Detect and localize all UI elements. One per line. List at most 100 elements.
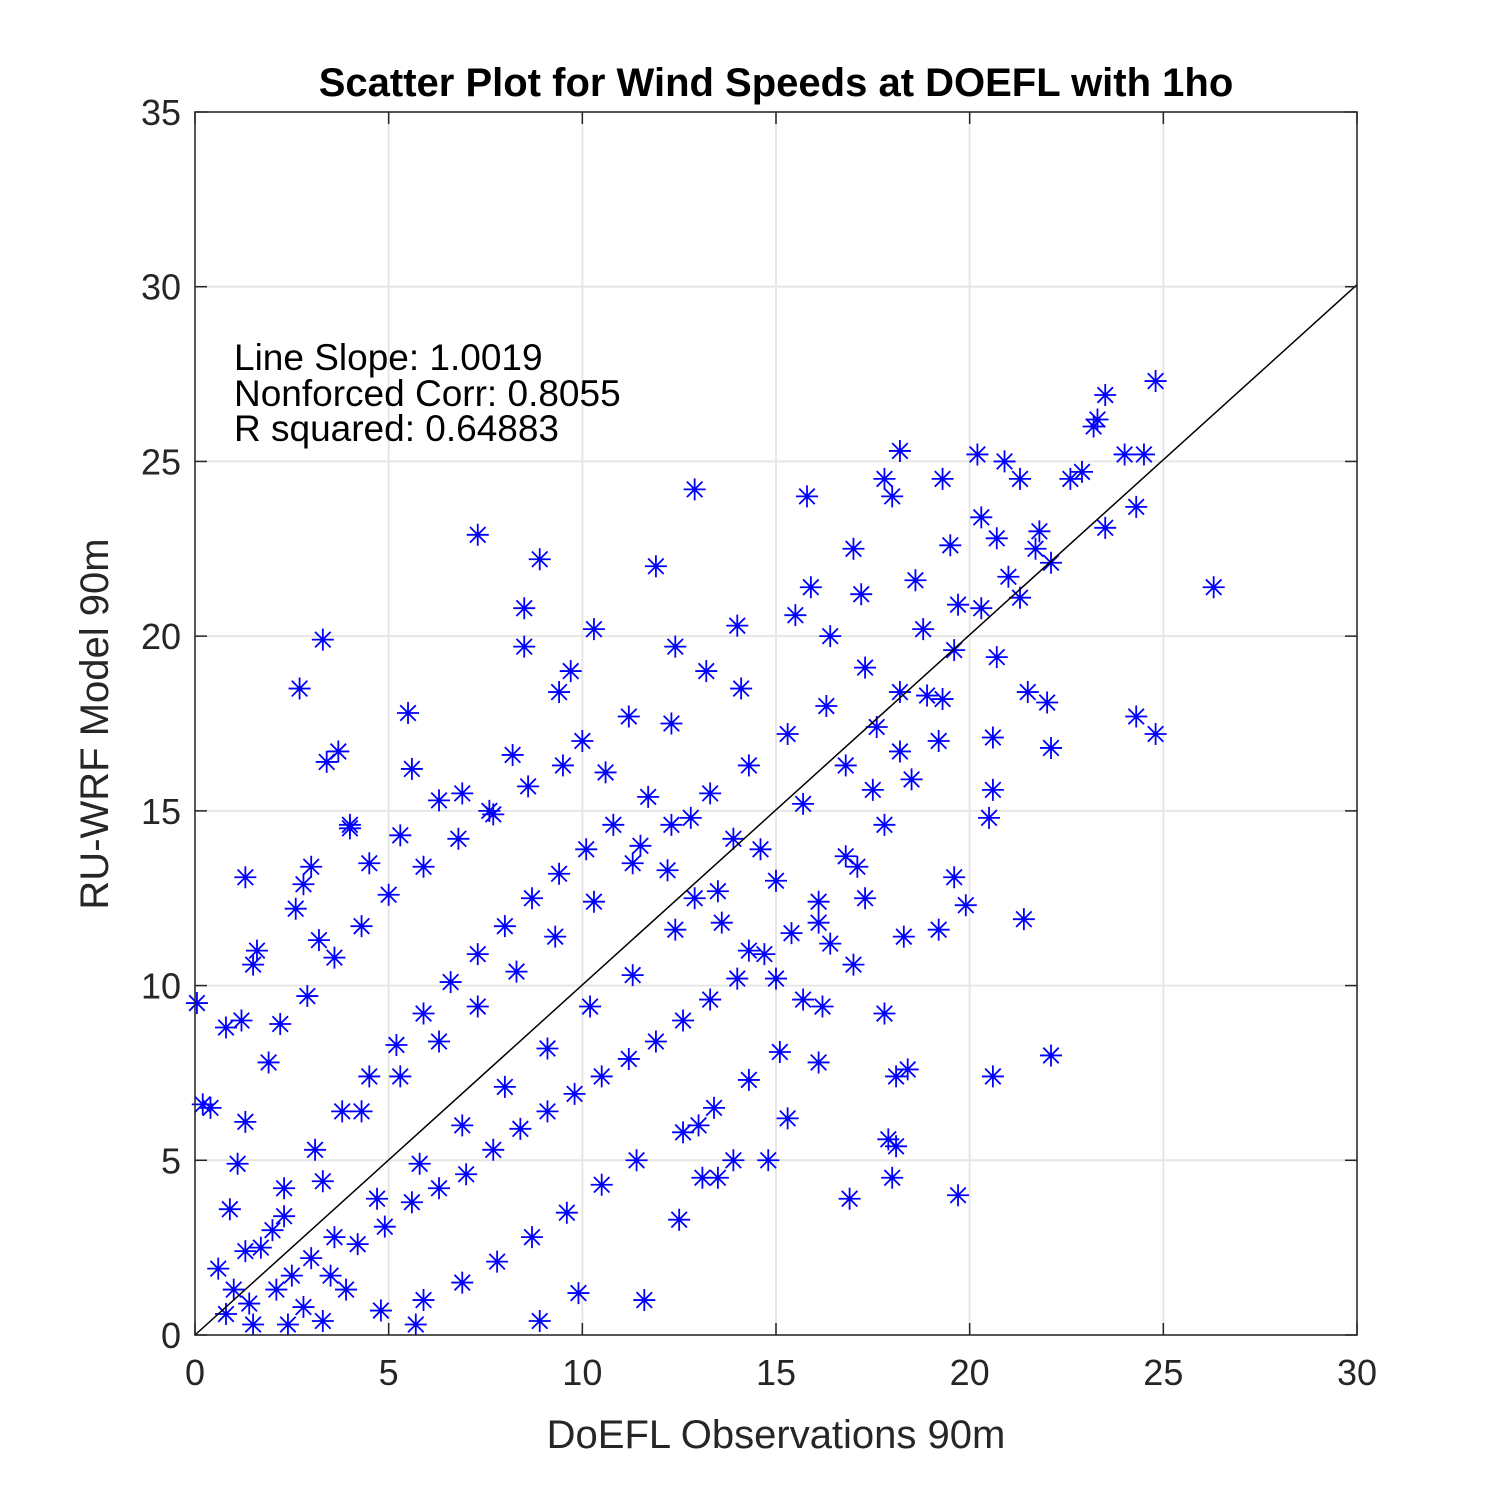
data-point xyxy=(528,1310,551,1333)
data-point xyxy=(594,761,617,784)
y-tick-label: 20 xyxy=(141,616,181,657)
data-point xyxy=(776,722,799,745)
data-point xyxy=(799,576,822,599)
data-point xyxy=(703,1096,726,1119)
data-point xyxy=(985,646,1008,669)
data-point xyxy=(513,635,536,658)
data-point xyxy=(931,467,954,490)
data-point xyxy=(753,943,776,966)
data-point xyxy=(795,485,818,508)
data-point xyxy=(873,467,896,490)
data-point xyxy=(346,1233,369,1256)
data-point xyxy=(397,702,420,725)
data-point xyxy=(1125,705,1148,728)
x-tick-label: 5 xyxy=(379,1352,399,1393)
data-point xyxy=(273,1177,296,1200)
data-point xyxy=(249,1236,272,1259)
data-point xyxy=(466,995,489,1018)
data-point xyxy=(737,939,760,962)
data-point xyxy=(300,855,323,878)
data-point xyxy=(265,1278,288,1301)
data-point xyxy=(1086,408,1109,431)
data-point xyxy=(501,743,524,766)
data-point xyxy=(292,873,315,896)
data-point xyxy=(997,565,1020,588)
data-point xyxy=(834,754,857,777)
data-point xyxy=(683,478,706,501)
data-point xyxy=(881,1166,904,1189)
data-point xyxy=(881,485,904,508)
data-point xyxy=(970,597,993,620)
data-point xyxy=(625,1149,648,1172)
data-point xyxy=(617,1047,640,1070)
data-point xyxy=(579,995,602,1018)
data-point xyxy=(637,785,660,808)
data-point xyxy=(1040,736,1063,759)
x-tick-label: 15 xyxy=(756,1352,796,1393)
data-point xyxy=(660,712,683,735)
y-tick-label: 10 xyxy=(141,966,181,1007)
data-point xyxy=(815,695,838,718)
data-point xyxy=(993,450,1016,473)
data-point xyxy=(1070,460,1093,483)
data-point xyxy=(885,1065,908,1088)
data-point xyxy=(257,1051,280,1074)
regression-line xyxy=(194,284,1358,1336)
scatter-points xyxy=(185,370,1225,1336)
data-point xyxy=(1144,722,1167,745)
annotation-rsquared: R squared: 0.64883 xyxy=(234,408,559,449)
data-point xyxy=(466,943,489,966)
data-point xyxy=(555,1201,578,1224)
data-point xyxy=(904,569,927,592)
data-point xyxy=(451,1114,474,1137)
data-point xyxy=(722,827,745,850)
data-point xyxy=(888,681,911,704)
data-point xyxy=(981,1065,1004,1088)
x-tick-label: 30 xyxy=(1337,1352,1377,1393)
data-point xyxy=(780,922,803,945)
data-point xyxy=(749,838,772,861)
data-point xyxy=(404,1313,427,1336)
data-point xyxy=(1132,443,1155,466)
data-point xyxy=(528,548,551,571)
data-point xyxy=(319,1264,342,1287)
data-point xyxy=(590,1173,613,1196)
y-tick-label: 30 xyxy=(141,267,181,308)
data-point xyxy=(486,1250,509,1273)
data-point xyxy=(327,740,350,763)
data-point xyxy=(1125,495,1148,518)
data-point xyxy=(1036,691,1059,714)
data-point xyxy=(280,1264,303,1287)
data-point xyxy=(447,827,470,850)
data-point xyxy=(765,967,787,990)
data-point xyxy=(834,845,857,868)
data-point xyxy=(807,1051,830,1074)
data-point xyxy=(412,1002,435,1025)
data-point xyxy=(737,754,760,777)
data-point xyxy=(582,618,605,641)
data-point xyxy=(509,1117,532,1140)
data-point xyxy=(428,1177,451,1200)
data-point xyxy=(757,1149,780,1172)
data-point xyxy=(234,866,257,889)
data-point xyxy=(214,1303,237,1326)
data-point xyxy=(730,677,753,700)
annotation-corr: Nonforced Corr: 0.8055 xyxy=(234,373,621,414)
data-point xyxy=(621,964,644,987)
chart-title: Scatter Plot for Wind Speeds at DOEFL wi… xyxy=(319,61,1234,105)
data-point xyxy=(877,1128,900,1151)
data-point xyxy=(699,782,722,805)
data-point xyxy=(1094,516,1117,539)
data-point xyxy=(358,852,381,875)
data-point xyxy=(970,506,993,529)
data-point xyxy=(226,1152,249,1175)
data-point xyxy=(842,953,865,976)
x-tick-label: 25 xyxy=(1143,1352,1183,1393)
data-point xyxy=(214,1016,237,1039)
x-axis-label: DoEFL Observations 90m xyxy=(547,1413,1006,1457)
data-point xyxy=(311,628,334,651)
data-point xyxy=(207,1257,230,1280)
data-point xyxy=(261,1219,284,1242)
data-point xyxy=(900,768,923,791)
